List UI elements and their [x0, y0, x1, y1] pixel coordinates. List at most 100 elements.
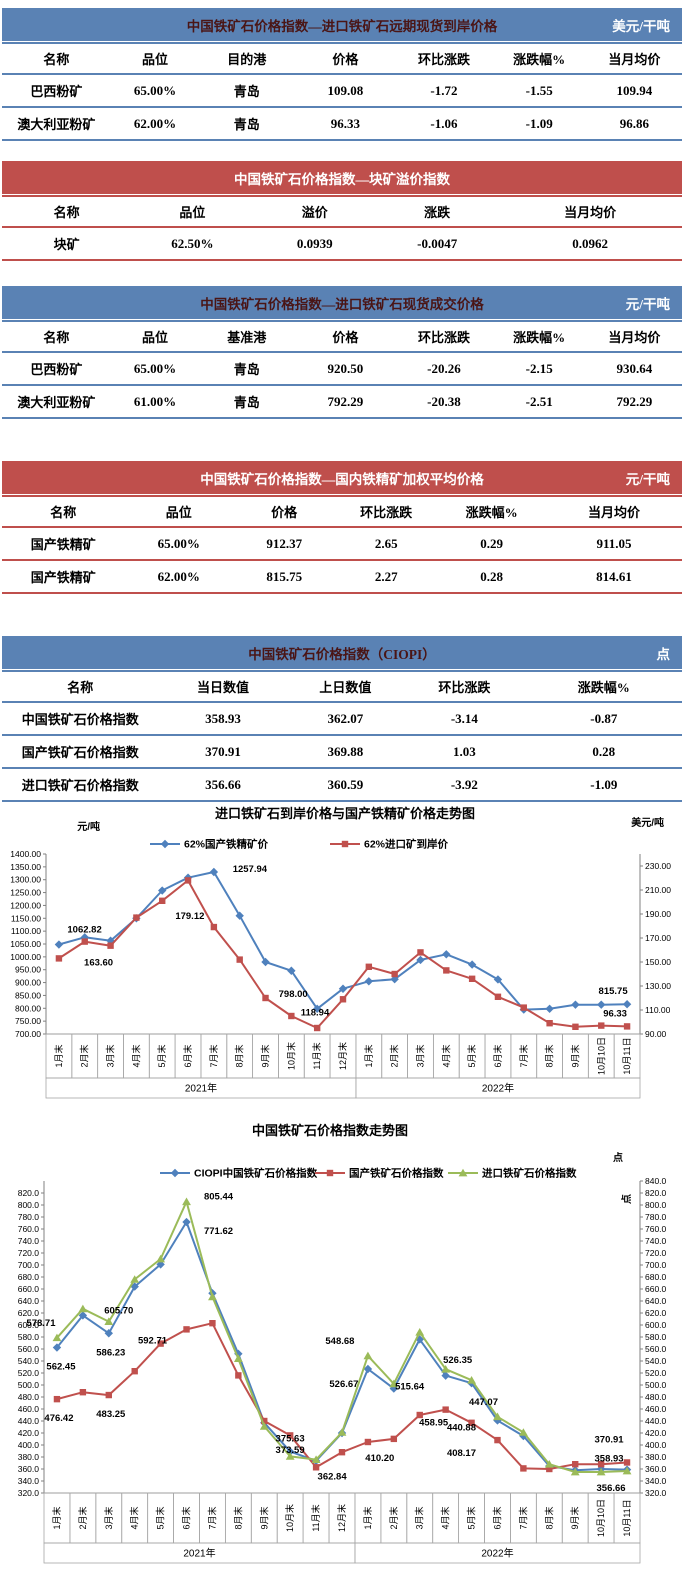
svg-text:458.95: 458.95 [419, 1418, 449, 1429]
svg-text:460.0: 460.0 [18, 1404, 40, 1414]
cell: 青岛 [199, 106, 295, 141]
cell: 巴西粉矿 [2, 351, 111, 386]
svg-text:373.59: 373.59 [276, 1445, 305, 1456]
cell: 0.29 [437, 526, 546, 561]
price-tables-section: 中国铁矿石价格指数—进口铁矿石远期现货到岸价格 美元/干吨 名称 品位 目的港 价格环… [2, 8, 682, 802]
svg-text:7月末: 7月末 [518, 1044, 529, 1067]
cell: 块矿 [2, 226, 132, 261]
svg-text:3月末: 3月末 [105, 1044, 116, 1067]
svg-text:62%国产铁精矿价: 62%国产铁精矿价 [184, 838, 269, 851]
svg-text:480.0: 480.0 [18, 1392, 40, 1402]
svg-text:170.00: 170.00 [645, 933, 671, 943]
svg-text:11月末: 11月末 [311, 1042, 322, 1069]
cell: 792.29 [586, 384, 682, 419]
svg-text:210.00: 210.00 [645, 885, 671, 895]
cell: 356.66 [158, 767, 288, 802]
table-row: 巴西粉矿 65.00% 青岛 920.50 -20.26 -2.15 930.64 [2, 351, 682, 386]
svg-text:6月末: 6月末 [492, 1044, 503, 1067]
table-row: 澳大利亚粉矿 62.00% 青岛 96.33 -1.06 -1.09 96.86 [2, 106, 682, 141]
column-header: 名称 [2, 495, 125, 528]
column-header: 价格 [233, 495, 336, 528]
svg-text:1150.00: 1150.00 [11, 913, 41, 923]
column-header: 环比涨跌 [396, 42, 492, 75]
svg-text:1月末: 1月末 [362, 1506, 373, 1529]
svg-text:700.0: 700.0 [18, 1260, 40, 1270]
svg-text:1月末: 1月末 [51, 1506, 62, 1529]
svg-text:118.94: 118.94 [301, 1007, 330, 1018]
svg-text:中国铁矿石价格指数走势图: 中国铁矿石价格指数走势图 [252, 1123, 408, 1138]
svg-text:点: 点 [620, 1194, 633, 1204]
svg-text:440.0: 440.0 [645, 1416, 667, 1426]
svg-text:740.0: 740.0 [645, 1236, 667, 1246]
svg-text:480.0: 480.0 [645, 1392, 667, 1402]
svg-text:5月末: 5月末 [466, 1044, 477, 1067]
svg-text:358.93: 358.93 [595, 1454, 624, 1465]
cell: 360.59 [287, 767, 404, 802]
svg-text:520.0: 520.0 [645, 1368, 667, 1378]
cell: 814.61 [545, 559, 682, 594]
svg-text:10月11日: 10月11日 [622, 1037, 632, 1074]
svg-text:2月末: 2月末 [79, 1044, 90, 1067]
svg-text:780.0: 780.0 [645, 1212, 667, 1222]
column-header: 上日数值 [287, 670, 404, 703]
cell: -3.14 [403, 701, 526, 736]
svg-text:1250.00: 1250.00 [10, 888, 41, 898]
table-unit: 点 [656, 646, 671, 662]
svg-text:600.0: 600.0 [18, 1320, 40, 1330]
svg-text:408.17: 408.17 [447, 1448, 476, 1459]
svg-text:1062.82: 1062.82 [67, 925, 101, 936]
svg-text:2021年: 2021年 [185, 1082, 217, 1095]
svg-text:2月末: 2月末 [388, 1506, 399, 1529]
svg-text:600.0: 600.0 [645, 1320, 667, 1330]
svg-text:370.91: 370.91 [595, 1434, 625, 1445]
svg-text:12月末: 12月末 [336, 1504, 347, 1532]
cell: 65.00% [110, 351, 200, 386]
svg-text:720.0: 720.0 [18, 1248, 40, 1258]
column-header: 名称 [2, 42, 111, 75]
svg-text:760.0: 760.0 [18, 1224, 40, 1234]
svg-text:410.20: 410.20 [365, 1453, 394, 1464]
svg-text:96.33: 96.33 [603, 1008, 627, 1019]
svg-text:8月末: 8月末 [544, 1044, 555, 1067]
svg-text:320.0: 320.0 [645, 1488, 667, 1498]
table-grid: 名称 品位 溢价 涨跌 当月均价 块矿 62.50% 0.0939 -0.0047 0.0962 [2, 195, 682, 261]
svg-text:500.0: 500.0 [18, 1380, 40, 1390]
column-header: 涨跌幅% [437, 495, 546, 528]
table-header-band: 中国铁矿石价格指数—块矿溢价指数 [2, 161, 682, 194]
svg-text:380.0: 380.0 [645, 1452, 667, 1462]
svg-text:90.00: 90.00 [645, 1029, 667, 1039]
svg-text:400.0: 400.0 [18, 1440, 40, 1450]
cell: 中国铁矿石价格指数 [2, 701, 159, 736]
svg-text:1月末: 1月末 [53, 1044, 64, 1067]
svg-text:420.0: 420.0 [645, 1428, 667, 1438]
svg-text:750.00: 750.00 [15, 1016, 41, 1026]
svg-text:440.88: 440.88 [447, 1422, 476, 1433]
cell: -3.92 [403, 767, 526, 802]
table-row: 国产铁精矿 62.00% 815.75 2.27 0.28 814.61 [2, 559, 682, 594]
svg-text:380.0: 380.0 [18, 1452, 40, 1462]
cell: 青岛 [199, 73, 295, 108]
svg-text:7月末: 7月末 [206, 1506, 217, 1529]
table-title: 中国铁矿石价格指数（CIOPI） [248, 646, 436, 662]
table-header-band: 中国铁矿石价格指数—国内铁精矿加权平均价格 元/干吨 [2, 461, 682, 494]
svg-text:780.0: 780.0 [18, 1212, 40, 1222]
column-header: 名称 [2, 670, 159, 703]
table-unit: 美元/干吨 [612, 18, 670, 34]
svg-text:110.00: 110.00 [645, 1005, 671, 1015]
svg-text:950.00: 950.00 [15, 965, 41, 975]
svg-text:6月末: 6月末 [182, 1044, 193, 1067]
svg-text:562.45: 562.45 [46, 1362, 76, 1373]
cell: 1.03 [403, 734, 526, 769]
svg-text:2022年: 2022年 [481, 1547, 513, 1560]
svg-text:1300.00: 1300.00 [10, 875, 41, 885]
svg-text:4月末: 4月末 [440, 1506, 451, 1529]
svg-text:8月末: 8月末 [543, 1506, 554, 1529]
cell: -20.26 [396, 351, 492, 386]
cell: 62.50% [131, 226, 254, 261]
svg-text:680.0: 680.0 [645, 1272, 667, 1282]
table-grid: 名称 品位 价格 环比涨跌 涨跌幅% 当月均价 国产铁精矿 65.00% 912.37 2.65 0… [2, 495, 682, 594]
svg-text:540.0: 540.0 [645, 1356, 667, 1366]
svg-text:578.71: 578.71 [26, 1318, 56, 1329]
svg-text:740.0: 740.0 [18, 1236, 40, 1246]
column-header: 环比涨跌 [403, 670, 526, 703]
